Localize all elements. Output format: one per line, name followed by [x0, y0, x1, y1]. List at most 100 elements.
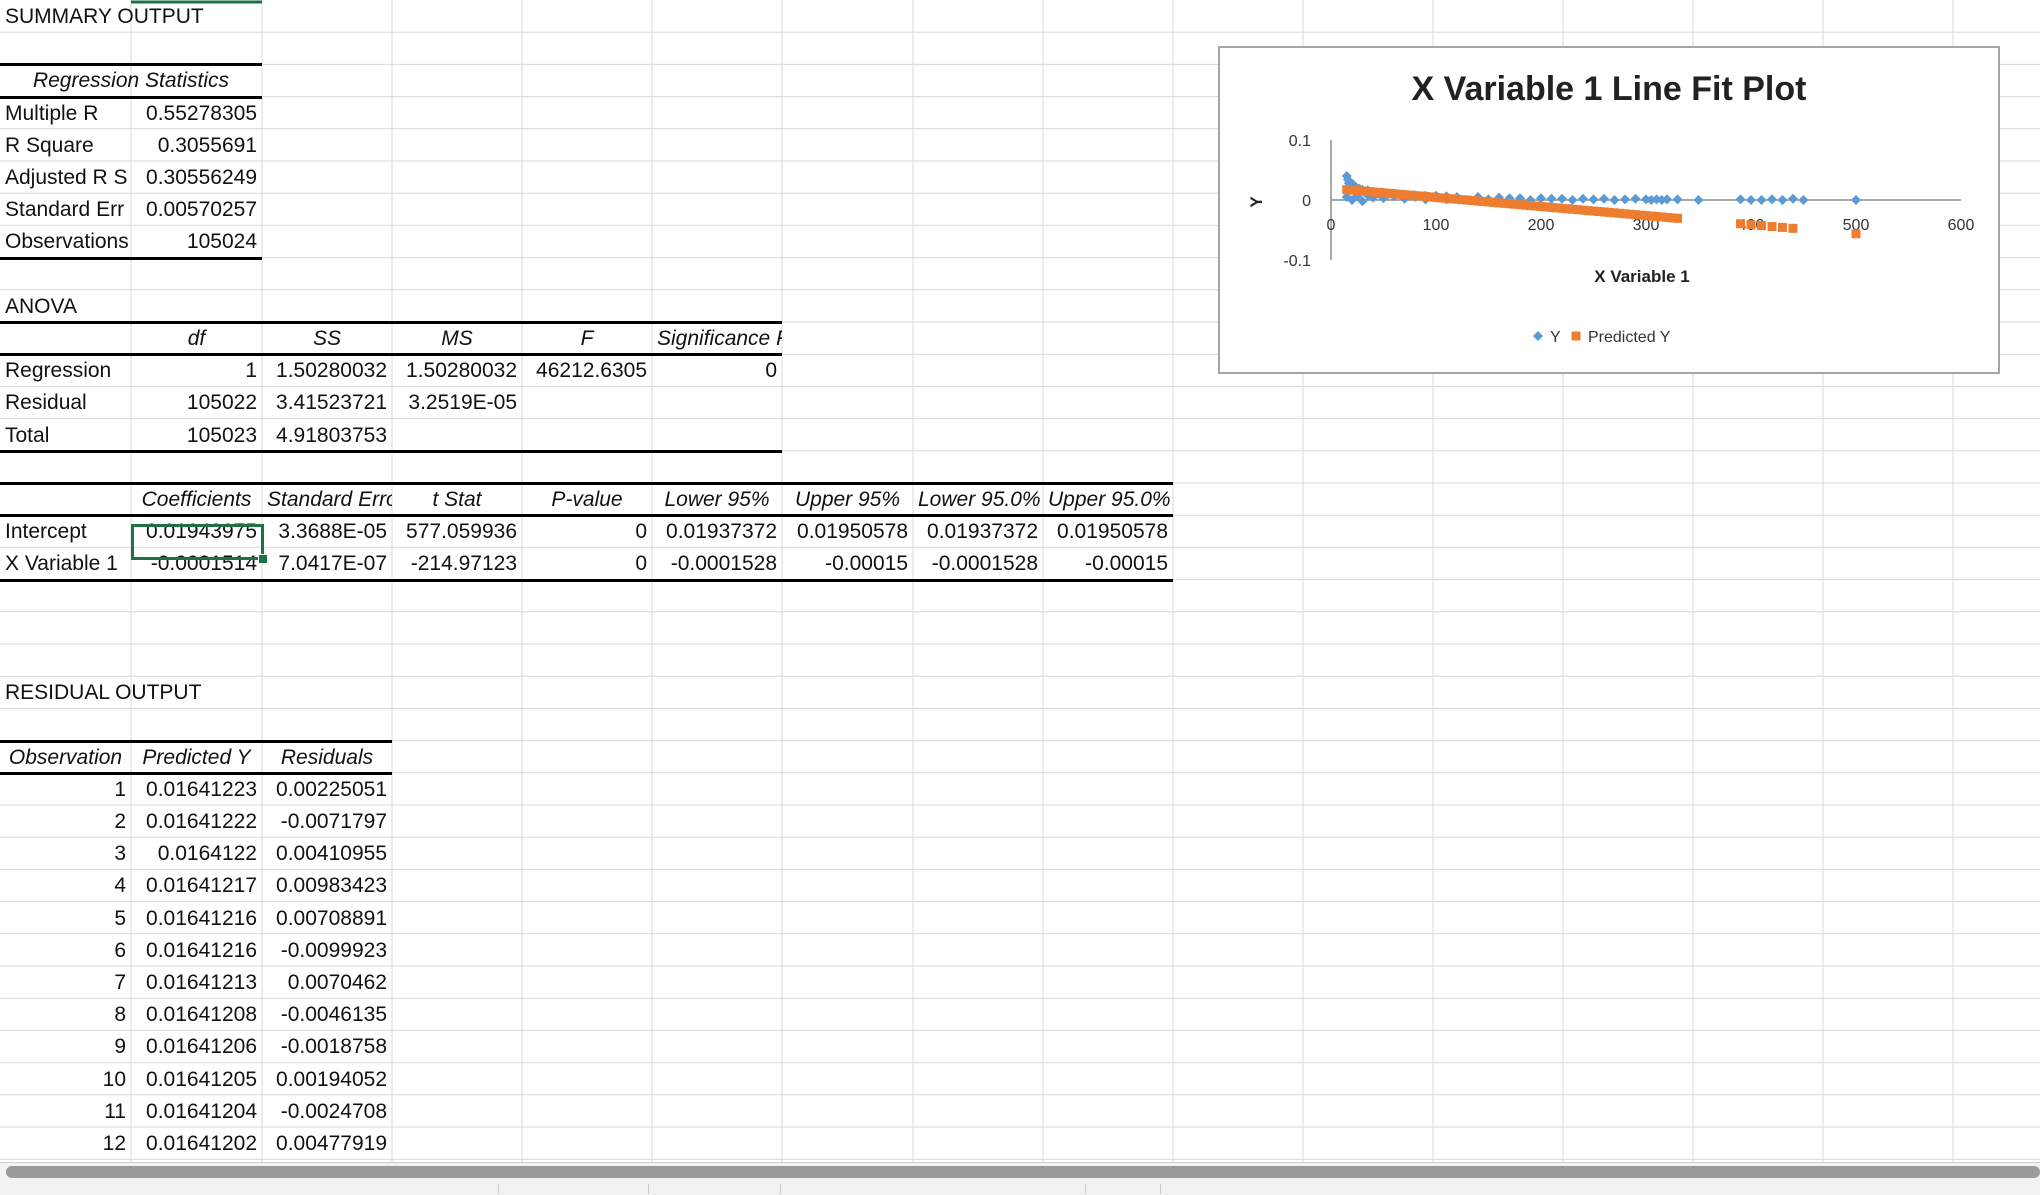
residual-predicted-value[interactable]: 0.01641206: [146, 1035, 257, 1059]
anova-ss-value[interactable]: 3.41523721: [276, 391, 387, 415]
residual-predicted-value[interactable]: 0.01641223: [146, 777, 257, 801]
coefficients-column-header[interactable]: Standard Erro: [267, 488, 392, 511]
coefficients-column-header[interactable]: P-value: [551, 488, 623, 511]
residual-value[interactable]: 0.00708891: [276, 906, 387, 930]
anova-ms-value[interactable]: 1.50280032: [406, 359, 517, 383]
residual-observation-number[interactable]: 1: [114, 777, 126, 801]
regression-stat-value[interactable]: 0.3055691: [157, 133, 257, 157]
line-fit-plot-chart[interactable]: X Variable 1 Line Fit Plot X Variable 1 …: [1218, 46, 2000, 374]
coefficient-value[interactable]: 0.01937372: [666, 520, 777, 544]
anova-column-header[interactable]: df: [187, 327, 206, 350]
residual-predicted-value[interactable]: 0.01641216: [146, 938, 257, 962]
residual-predicted-value[interactable]: 0.01641204: [146, 1099, 257, 1123]
residual-value[interactable]: 0.00983423: [276, 874, 387, 898]
residual-predicted-value[interactable]: 0.01641217: [146, 874, 257, 898]
anova-title[interactable]: ANOVA: [5, 294, 77, 318]
regression-stat-value[interactable]: 0.00570257: [146, 198, 257, 222]
residual-observation-number[interactable]: 8: [114, 1003, 126, 1027]
coefficient-value[interactable]: 0: [635, 520, 647, 544]
residual-observation-number[interactable]: 10: [102, 1067, 126, 1091]
anova-row-label[interactable]: Residual: [5, 391, 87, 415]
coefficients-column-header[interactable]: Upper 95%: [794, 488, 901, 511]
coefficient-value[interactable]: 3.3688E-05: [278, 520, 387, 544]
coefficient-value[interactable]: -0.0001528: [670, 552, 777, 576]
residual-value[interactable]: 0.00410955: [276, 842, 387, 866]
summary-output-title[interactable]: SUMMARY OUTPUT: [5, 5, 204, 28]
coefficient-value[interactable]: -0.00015: [825, 552, 908, 576]
residual-value[interactable]: 0.00225051: [276, 777, 387, 801]
coefficient-value[interactable]: -0.00015: [1085, 552, 1168, 576]
residual-value[interactable]: 0.00194052: [276, 1067, 387, 1091]
residual-observation-number[interactable]: 3: [114, 842, 126, 866]
residual-predicted-value[interactable]: 0.01641216: [146, 906, 257, 930]
residual-predicted-value[interactable]: 0.01641213: [146, 971, 257, 994]
regression-stat-label[interactable]: Adjusted R S: [5, 166, 128, 189]
residual-predicted-value[interactable]: 0.01641208: [146, 1003, 257, 1027]
anova-ms-value[interactable]: [392, 420, 522, 452]
residual-predicted-value[interactable]: 0.01641205: [146, 1067, 257, 1091]
anova-df-value[interactable]: 105022: [186, 391, 257, 415]
regression-statistics-header[interactable]: Regression Statistics: [32, 69, 230, 93]
coefficient-value[interactable]: 0: [635, 552, 647, 576]
horizontal-scrollbar-thumb[interactable]: [6, 1166, 2040, 1178]
regression-stat-label[interactable]: R Square: [5, 133, 94, 157]
anova-df-value[interactable]: 105023: [186, 423, 257, 447]
coefficients-column-header[interactable]: Upper 95.0%: [1048, 488, 1171, 511]
residual-predicted-value[interactable]: 0.0164122: [157, 842, 257, 866]
residual-observation-number[interactable]: 7: [114, 971, 126, 994]
regression-stat-label[interactable]: Observations: [5, 230, 129, 254]
residual-column-header[interactable]: Observation: [8, 745, 123, 769]
fill-handle[interactable]: [258, 554, 268, 564]
anova-significance-value[interactable]: [652, 387, 782, 419]
regression-stat-label[interactable]: Standard Err: [5, 198, 125, 222]
residual-value[interactable]: -0.0071797: [280, 810, 387, 833]
coefficients-column-header[interactable]: Coefficients: [141, 488, 252, 511]
coefficient-value[interactable]: 0.01937372: [927, 520, 1038, 544]
residual-predicted-value[interactable]: 0.01641202: [146, 1132, 257, 1155]
residual-observation-number[interactable]: 6: [114, 938, 126, 962]
residual-observation-number[interactable]: 12: [102, 1132, 126, 1155]
residual-value[interactable]: -0.0046135: [280, 1003, 387, 1027]
anova-row-label[interactable]: Total: [5, 423, 50, 447]
residual-observation-number[interactable]: 4: [114, 874, 126, 898]
anova-significance-value[interactable]: 0: [765, 359, 777, 383]
coefficients-column-header[interactable]: t Stat: [432, 488, 482, 511]
residual-value[interactable]: 0.00477919: [276, 1132, 387, 1155]
selected-cell-intercept-coefficient[interactable]: [131, 524, 264, 560]
anova-significance-value[interactable]: [652, 420, 782, 452]
coefficient-row-label[interactable]: X Variable 1: [5, 552, 118, 576]
anova-df-value[interactable]: 1: [245, 359, 257, 383]
anova-ms-value[interactable]: 3.2519E-05: [408, 391, 517, 415]
regression-stat-value[interactable]: 0.55278305: [146, 101, 257, 125]
coefficient-value[interactable]: 577.059936: [406, 520, 517, 544]
coefficient-value[interactable]: -214.97123: [410, 552, 517, 576]
coefficient-value[interactable]: -0.0001528: [931, 552, 1038, 576]
regression-stat-value[interactable]: 105024: [186, 230, 257, 254]
anova-column-header[interactable]: Significance F: [657, 327, 782, 350]
anova-f-value[interactable]: [522, 420, 652, 452]
residual-value[interactable]: -0.0024708: [280, 1099, 387, 1123]
residual-column-header[interactable]: Residuals: [280, 745, 374, 769]
coefficient-value[interactable]: 0.01950578: [797, 520, 908, 544]
coefficient-value[interactable]: 7.0417E-07: [278, 552, 387, 576]
anova-f-value[interactable]: 46212.6305: [536, 359, 647, 383]
anova-ss-value[interactable]: 1.50280032: [276, 359, 387, 383]
residual-value[interactable]: -0.0099923: [280, 938, 387, 962]
residual-value[interactable]: -0.0018758: [280, 1035, 387, 1059]
residual-value[interactable]: 0.0070462: [287, 971, 387, 994]
anova-f-value[interactable]: [522, 387, 652, 419]
coefficient-value[interactable]: 0.01950578: [1057, 520, 1168, 544]
coefficients-column-header[interactable]: Lower 95.0%: [918, 488, 1041, 511]
coefficients-column-header[interactable]: Lower 95%: [664, 488, 770, 511]
anova-ss-value[interactable]: 4.91803753: [276, 423, 387, 447]
anova-column-header[interactable]: F: [580, 327, 594, 350]
anova-column-header[interactable]: MS: [441, 327, 473, 350]
residual-observation-number[interactable]: 11: [104, 1099, 126, 1123]
residual-column-header[interactable]: Predicted Y: [142, 745, 251, 769]
residual-output-title[interactable]: RESIDUAL OUTPUT: [5, 681, 202, 705]
residual-observation-number[interactable]: 9: [114, 1035, 126, 1059]
coefficient-row-label[interactable]: Intercept: [5, 520, 87, 544]
anova-row-label[interactable]: Regression: [5, 359, 112, 383]
residual-observation-number[interactable]: 2: [114, 810, 126, 833]
regression-stat-label[interactable]: Multiple R: [5, 101, 99, 125]
